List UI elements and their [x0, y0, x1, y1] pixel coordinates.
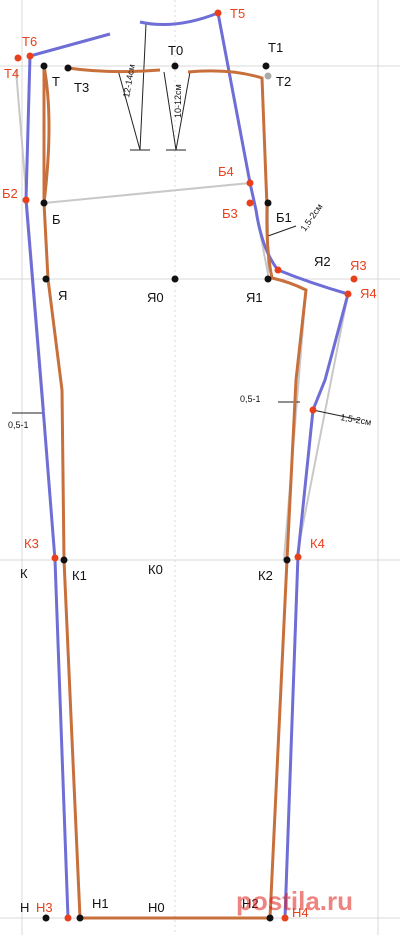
point-t3 — [64, 64, 72, 72]
dart-back-left-leg — [117, 69, 141, 151]
label-n3: Н3 — [36, 900, 53, 915]
label-t0: Т0 — [168, 43, 183, 58]
label-t6: Т6 — [22, 34, 37, 49]
point-ya — [42, 275, 50, 283]
label-b3: Б3 — [222, 206, 238, 221]
label-b1: Б1 — [276, 210, 292, 225]
watermark-logo: postila.ru — [236, 886, 353, 916]
point-t1 — [262, 62, 270, 70]
measure-side-step: 0,5-1 — [8, 420, 29, 430]
guide-back-leg — [295, 293, 349, 561]
label-n2: Н2 — [242, 896, 259, 911]
label-ya0: Я0 — [147, 290, 164, 305]
measure-leader-back — [312, 409, 361, 421]
label-n0: Н0 — [148, 900, 165, 915]
point-n2 — [266, 914, 274, 922]
measure-back-curve: 1,5-2см — [340, 412, 372, 427]
point-t4 — [14, 54, 22, 62]
point-t6 — [26, 52, 34, 60]
point-t — [40, 62, 48, 70]
label-ya1: Я1 — [246, 290, 263, 305]
point-labels-red: Т4 Т6 Т5 Б2 Б4 Б3 Я3 Я4 К3 К4 Н3 Н4 — [2, 6, 377, 920]
point-t2 — [264, 72, 272, 80]
label-t3: Т3 — [74, 80, 89, 95]
measure-dart-back: 12-14см — [121, 63, 137, 98]
point-b3 — [246, 199, 254, 207]
point-ya1 — [264, 275, 272, 283]
label-n4: Н4 — [292, 905, 309, 920]
label-k: К — [20, 566, 28, 581]
label-t1: Т1 — [268, 40, 283, 55]
label-t2: Т2 — [276, 74, 291, 89]
label-ya4: Я4 — [360, 286, 377, 301]
label-b4: Б4 — [218, 164, 234, 179]
point-t0 — [171, 62, 179, 70]
point-ya4 — [344, 290, 352, 298]
label-n1: Н1 — [92, 896, 109, 911]
label-ya3: Я3 — [350, 258, 367, 273]
point-labels: Т Т3 Т0 Т1 Т2 Б Б1 Я Я0 Я1 Я2 К К1 К0 К2… — [20, 40, 331, 915]
label-t: Т — [52, 74, 60, 89]
point-b2 — [22, 196, 30, 204]
point-t5 — [214, 9, 222, 17]
label-t4: Т4 — [4, 66, 19, 81]
watermark-text: postila.ru — [236, 886, 353, 916]
point-ya3 — [350, 275, 358, 283]
point-k4 — [294, 553, 302, 561]
label-k3: К3 — [24, 536, 39, 551]
point-k3 — [51, 554, 59, 562]
measure-dart-front: 10-12см — [173, 84, 183, 118]
point-back-step — [309, 406, 317, 414]
label-k4: К4 — [310, 536, 325, 551]
label-k2: К2 — [258, 568, 273, 583]
label-b: Б — [52, 212, 61, 227]
label-k0: К0 — [148, 562, 163, 577]
point-b — [40, 199, 48, 207]
point-b1 — [264, 199, 272, 207]
label-k1: К1 — [72, 568, 87, 583]
point-ya2 — [274, 266, 282, 274]
pattern-points — [14, 9, 358, 922]
dart-lines — [12, 23, 361, 421]
point-n1 — [76, 914, 84, 922]
measure-fly-curve: 1,5-2см — [298, 202, 324, 233]
point-ya0 — [171, 275, 179, 283]
point-k2 — [283, 556, 291, 564]
label-ya2: Я2 — [314, 254, 331, 269]
point-b4 — [246, 179, 254, 187]
label-n: Н — [20, 900, 29, 915]
point-n — [42, 914, 50, 922]
measurements: 12-14см 10-12см 1,5-2см 1,5-2см 0,5-1 0,… — [8, 63, 372, 430]
measure-leader-fly — [267, 225, 297, 237]
point-k1 — [60, 556, 68, 564]
dart-front-right-leg — [175, 71, 191, 151]
guide-hip-diagonal — [43, 182, 251, 204]
label-ya: Я — [58, 288, 67, 303]
measure-back-step: 0,5-1 — [240, 394, 261, 404]
label-t5: Т5 — [230, 6, 245, 21]
point-n4 — [281, 914, 289, 922]
point-n3 — [64, 914, 72, 922]
dart-front-left-leg — [163, 71, 177, 151]
dart-back-right-leg — [139, 23, 147, 151]
label-b2: Б2 — [2, 186, 18, 201]
